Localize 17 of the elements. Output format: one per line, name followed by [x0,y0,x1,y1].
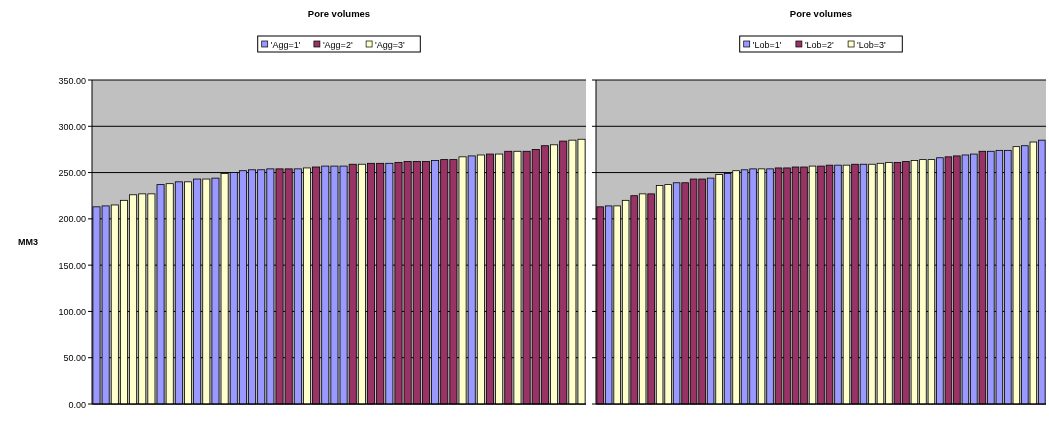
y-tick-label: 200.00 [58,214,86,225]
y-tick-label: 0.00 [68,399,86,410]
legend-label: 'Agg=3' [375,39,406,50]
y-tick-label: 100.00 [58,306,86,317]
legend-label: 'Lob=2' [804,39,834,50]
y-tick-label: 50.00 [63,353,86,364]
legend-label: 'Agg=1' [270,39,301,50]
y-axis-title: MM3 [18,237,38,247]
y-tick-label: 350.00 [58,75,86,86]
legend-label: 'Agg=2' [322,39,353,50]
chart-title: Pore volumes [789,8,853,19]
legend-label: 'Lob=3' [857,39,887,50]
y-tick-label: 250.00 [58,168,86,179]
legend-label: 'Lob=1' [752,39,782,50]
chart-title: Pore volumes [307,8,371,19]
y-tick-label: 150.00 [58,260,86,271]
y-tick-label: 300.00 [58,121,86,132]
